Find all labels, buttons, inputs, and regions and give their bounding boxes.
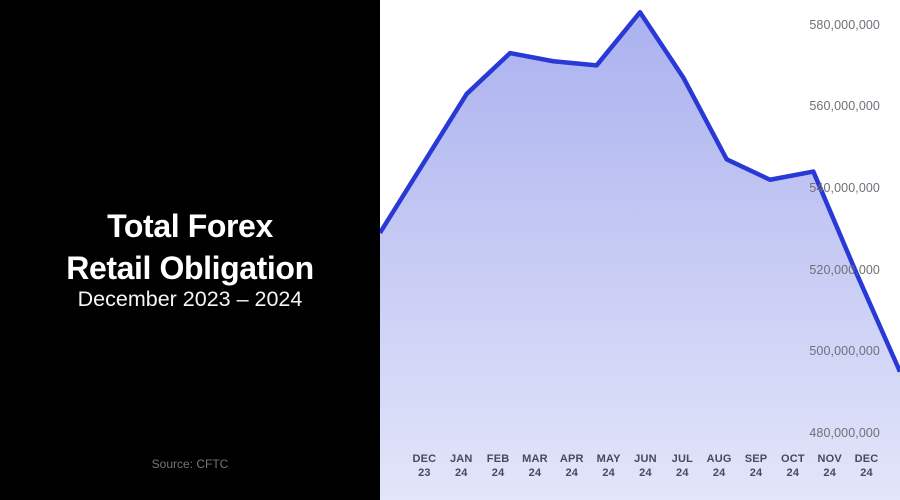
chart-title-line1: Total Forex xyxy=(107,208,273,245)
area-fill xyxy=(380,12,900,500)
chart-title: Total Forex Retail Obligation xyxy=(0,205,380,289)
area-chart xyxy=(380,10,900,500)
source-note: Source: CFTC xyxy=(151,457,229,471)
series-line xyxy=(380,10,900,373)
chart-subtitle: December 2023 – 2024 xyxy=(77,287,303,311)
chart-panel: 580,000,000 560,000,000 540,000,000 520,000… xyxy=(380,0,900,500)
left-panel: Total Forex Retail Obligation December 2… xyxy=(0,0,380,500)
chart-title-line2: Retail Obligation xyxy=(66,250,314,287)
